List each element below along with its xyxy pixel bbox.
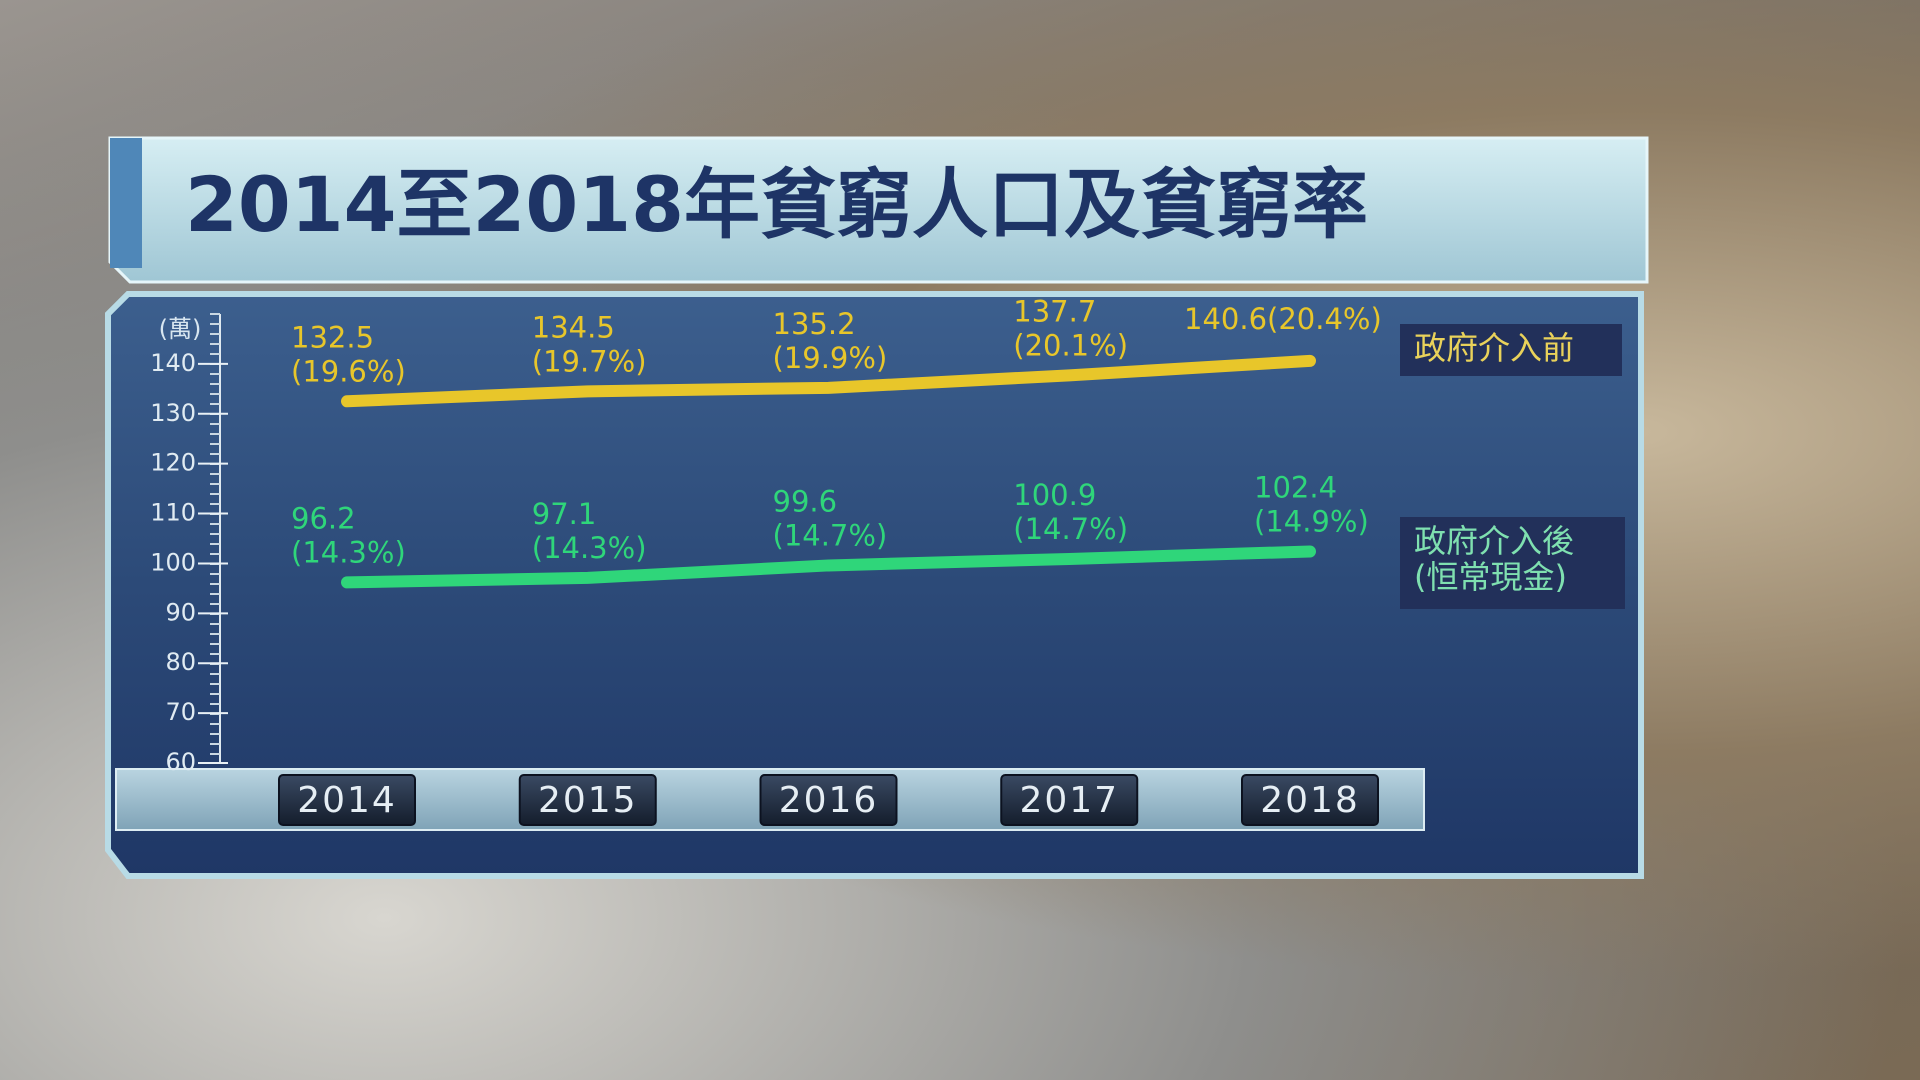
x-tick-box xyxy=(1000,774,1139,826)
x-tick-label: 2015 xyxy=(538,780,638,821)
y-tick-label: 110 xyxy=(150,499,196,527)
x-tick-box xyxy=(278,774,416,826)
rate-label: (14.3%) xyxy=(532,531,647,565)
x-tick-label: 2016 xyxy=(779,780,879,821)
y-tick-label: 80 xyxy=(165,648,196,676)
data-label: 137.7 xyxy=(1013,294,1096,328)
data-label: 96.2 xyxy=(291,501,356,535)
y-tick-label: 100 xyxy=(150,548,196,576)
data-label: 99.6 xyxy=(773,484,838,518)
rate-label: (14.3%) xyxy=(291,535,406,569)
data-label: 140.6 xyxy=(1184,302,1267,336)
data-label: 132.5 xyxy=(291,320,374,354)
y-tick-label: 90 xyxy=(165,598,196,626)
chart-panel xyxy=(105,291,1644,879)
x-tick-label: 2014 xyxy=(297,780,397,821)
chart-title: 2014至2018年貧窮人口及貧窮率 xyxy=(185,160,1368,249)
data-label: 102.4 xyxy=(1254,470,1337,504)
data-label: 134.5 xyxy=(532,310,615,344)
y-tick-label: 60 xyxy=(165,748,196,776)
legend-entry: 政府介入前 xyxy=(1400,324,1622,376)
y-tick-label: 120 xyxy=(150,449,196,477)
rate-label: (19.7%) xyxy=(532,344,647,378)
x-tick-box xyxy=(518,774,657,826)
y-tick-label: 70 xyxy=(165,698,196,726)
rate-label: (14.9%) xyxy=(1254,504,1369,538)
y-tick-label: 140 xyxy=(150,349,196,377)
x-tick-label: 2018 xyxy=(1260,780,1360,821)
x-tick-label: 2017 xyxy=(1019,780,1119,821)
y-tick-label: 130 xyxy=(150,399,196,427)
rate-label: (20.4%) xyxy=(1267,302,1382,336)
data-label: 97.1 xyxy=(532,497,597,531)
series-line xyxy=(341,354,1316,408)
y-unit: (萬) xyxy=(159,315,202,343)
banner-accent xyxy=(110,138,142,268)
rate-label: (14.7%) xyxy=(1013,512,1128,546)
x-tick-box xyxy=(759,774,898,826)
rate-label: (19.6%) xyxy=(291,354,406,388)
series-line xyxy=(341,545,1316,589)
x-tick-box xyxy=(1241,774,1379,826)
rate-label: (19.9%) xyxy=(773,341,888,375)
data-label: 135.2 xyxy=(773,307,856,341)
rate-label: (20.1%) xyxy=(1013,328,1128,362)
data-label: 100.9 xyxy=(1013,478,1096,512)
rate-label: (14.7%) xyxy=(773,518,888,552)
legend-entry: 政府介入後 (恒常現金) xyxy=(1400,517,1625,609)
